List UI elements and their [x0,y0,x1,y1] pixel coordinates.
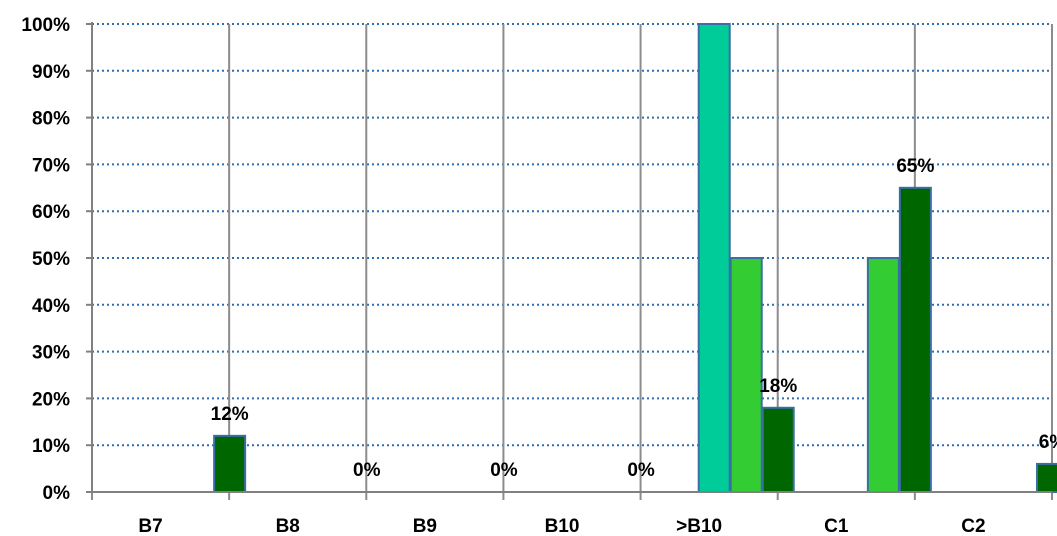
y-tick-label: 90% [32,62,70,83]
bar->B10-series-3 [761,406,795,494]
y-tick-label: 80% [32,109,70,130]
y-tick-label: 10% [32,436,70,457]
x-category-label: B7 [138,516,162,536]
data-label: 0% [627,460,655,481]
x-category-label: C2 [961,516,985,536]
x-category-label: B10 [545,516,580,536]
data-label: 12% [211,404,249,425]
y-tick-labels: 0% 10% 20% 30% 40% 50% 60% 70% 80% 90% 100% [21,15,70,504]
data-label: 0% [490,460,518,481]
x-category-label: B8 [276,516,300,536]
axes [86,22,1052,493]
data-label: 0% [353,460,381,481]
bar-B7-series-3 [213,434,247,493]
bar-C1-series-3 [898,186,932,494]
y-tick-label: 50% [32,249,70,270]
y-tick-label: 30% [32,343,70,364]
x-category-label: C1 [824,516,849,536]
y-tick-label: 40% [32,296,70,317]
x-category-label: B9 [413,516,437,536]
y-tick-label: 20% [32,389,70,410]
x-category-label: >B10 [676,516,722,536]
data-label: 65% [896,156,934,177]
x-category-labels: B7 B8 B9 B10 >B10 C1 C2 [138,516,985,536]
bar-C1-series-2 [866,257,900,493]
data-label: 18% [759,376,797,397]
y-tick-label: 0% [43,483,71,504]
data-label: 6% [1039,432,1057,453]
data-labels: 12% 0% 0% 0% 18% 65% 6% [211,156,1057,481]
bars [213,23,1057,494]
y-tick-label: 70% [32,155,70,176]
y-tick-label: 100% [21,15,70,36]
bar-C2-series-3 [1036,462,1057,494]
y-tick-label: 60% [32,202,70,223]
bar->B10-series-1 [697,23,731,493]
bar->B10-series-2 [729,257,763,493]
